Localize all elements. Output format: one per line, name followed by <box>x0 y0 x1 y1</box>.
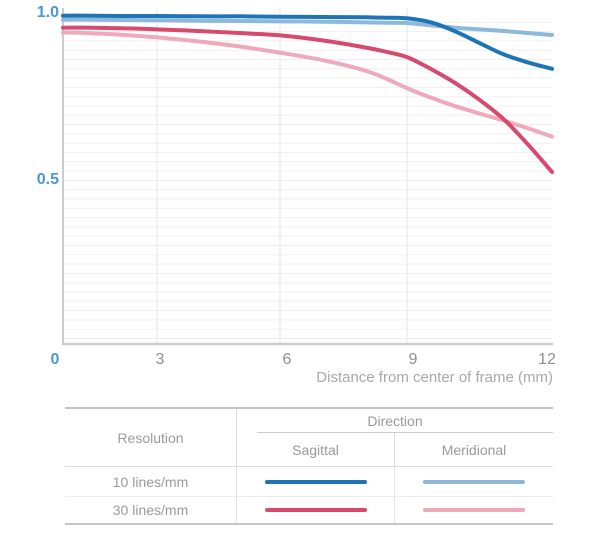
legend-header-direction: Direction <box>237 409 553 433</box>
x-tick-label-3: 3 <box>155 351 165 368</box>
direction-underline <box>257 432 553 433</box>
legend-header-direction-label: Direction <box>367 413 423 429</box>
x-tick-label-9: 9 <box>408 351 418 368</box>
x-tick-label-12: 12 <box>538 351 556 368</box>
y-tick-label-1.0: 1.0 <box>36 4 59 21</box>
swatch-30lines-sagittal <box>264 508 367 512</box>
swatch-30lines-meridional <box>423 508 525 512</box>
y-tick-label-0.5: 0.5 <box>36 171 59 188</box>
legend-row-30lines-meridional <box>395 497 553 523</box>
legend-row-label-30lines: 30 lines/mm <box>65 497 237 523</box>
legend-row-10lines-sagittal <box>237 467 395 497</box>
legend-row-10lines-meridional <box>395 467 553 497</box>
x-tick-label-6: 6 <box>282 351 292 368</box>
x-axis-title: Distance from center of frame (mm) <box>316 369 553 386</box>
legend-row-30lines-sagittal <box>237 497 395 523</box>
mtf-chart-panel: 1.0 0.5 0 3 6 9 12 Distance from center … <box>36 4 556 386</box>
legend-header-resolution: Resolution <box>65 409 237 467</box>
swatch-10lines-sagittal <box>264 479 367 484</box>
mtf-chart-plot <box>61 8 554 346</box>
swatch-10lines-meridional <box>423 479 525 484</box>
legend-table: Resolution Direction Sagittal Meridional… <box>65 407 553 525</box>
x-tick-label-0: 0 <box>50 351 60 368</box>
legend-header-sagittal: Sagittal <box>237 433 395 467</box>
legend-row-label-10lines: 10 lines/mm <box>65 467 237 497</box>
legend-header-meridional: Meridional <box>395 433 553 467</box>
